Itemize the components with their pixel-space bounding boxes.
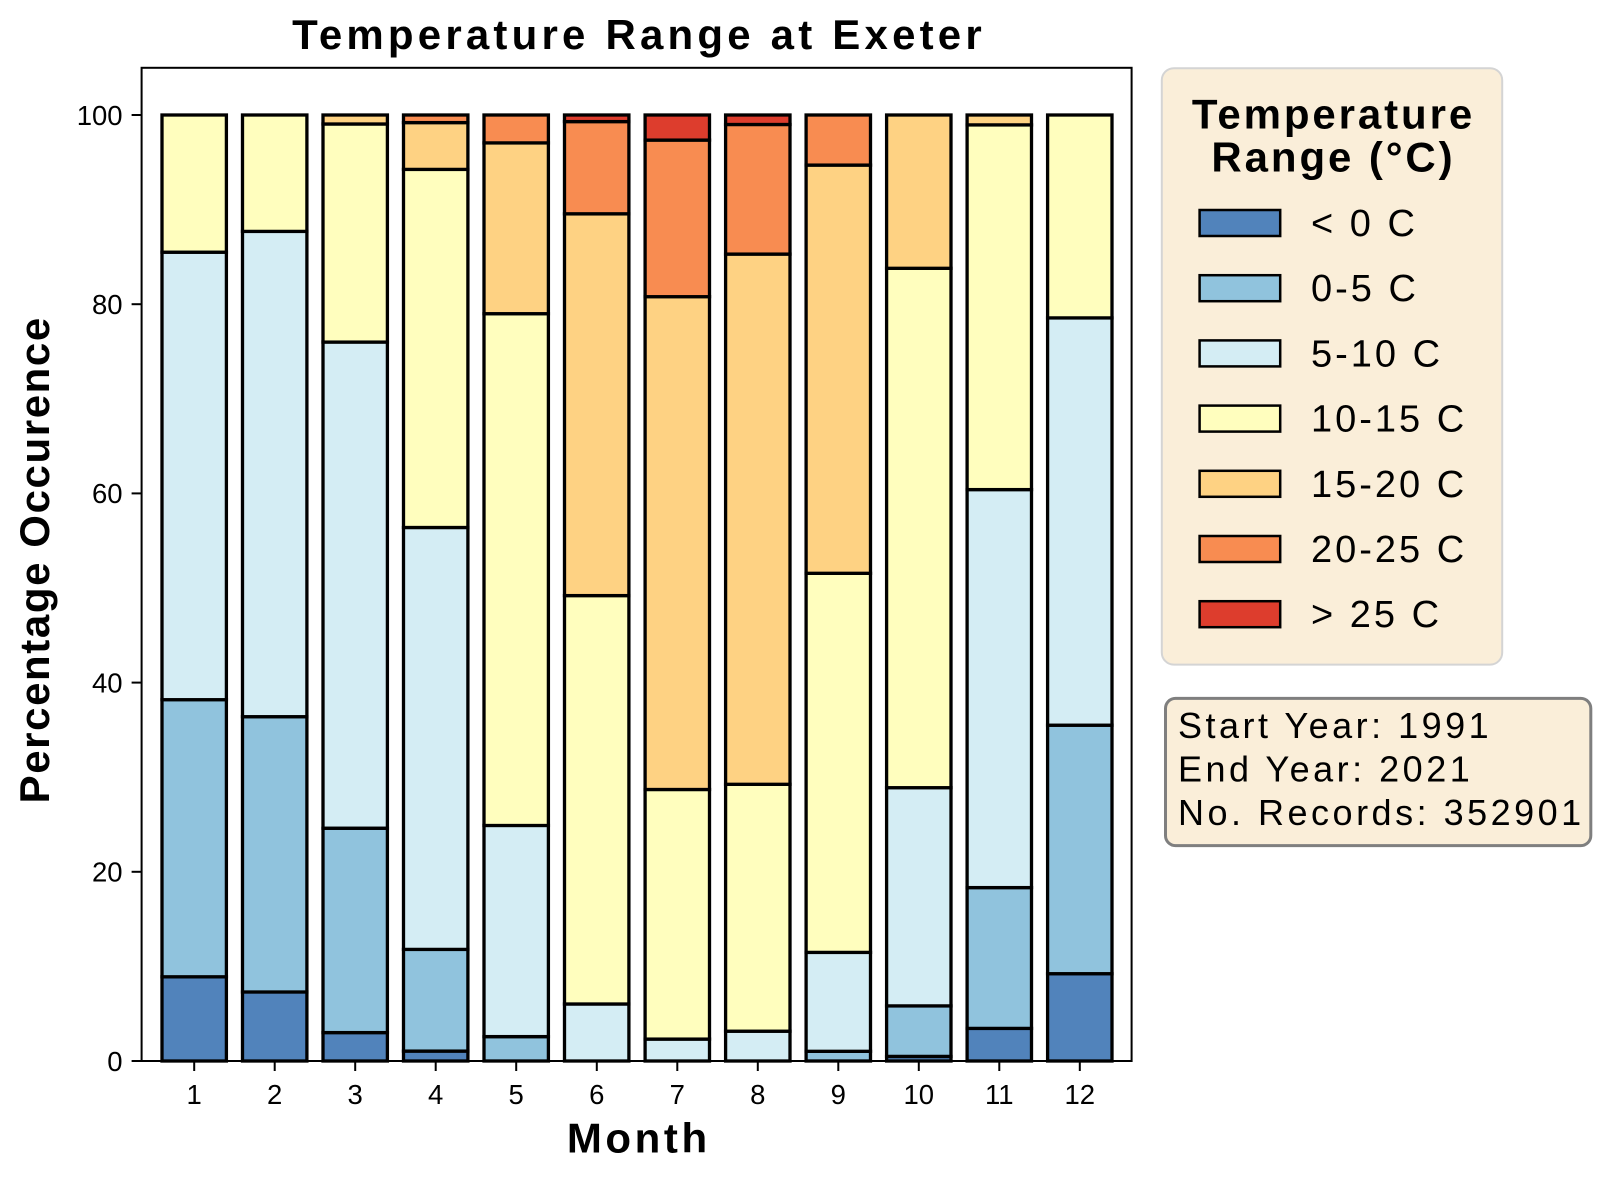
svg-text:Temperature: Temperature (1192, 91, 1475, 138)
svg-text:Temperature Range at Exeter: Temperature Range at Exeter (292, 11, 986, 58)
svg-text:Start Year: 1991: Start Year: 1991 (1178, 705, 1492, 746)
svg-text:80: 80 (92, 289, 123, 320)
svg-text:11: 11 (985, 1079, 1014, 1110)
svg-text:1: 1 (187, 1079, 202, 1110)
svg-text:20-25 C: 20-25 C (1311, 529, 1467, 571)
svg-text:Range (°C): Range (°C) (1211, 133, 1455, 180)
svg-text:End Year: 2021: End Year: 2021 (1178, 749, 1473, 790)
svg-text:10-15 C: 10-15 C (1311, 399, 1467, 441)
svg-text:9: 9 (831, 1079, 846, 1110)
svg-text:5-10 C: 5-10 C (1311, 333, 1443, 375)
svg-text:> 25 C: > 25 C (1311, 594, 1442, 636)
svg-text:Month: Month (567, 1115, 711, 1162)
svg-text:Percentage Occurence: Percentage Occurence (11, 316, 58, 803)
svg-text:0: 0 (107, 1046, 122, 1077)
svg-text:5: 5 (509, 1079, 524, 1110)
svg-text:60: 60 (92, 478, 123, 509)
svg-text:12: 12 (1065, 1079, 1096, 1110)
svg-text:40: 40 (92, 667, 123, 698)
svg-text:4: 4 (428, 1079, 443, 1110)
svg-text:10: 10 (904, 1079, 935, 1110)
svg-text:100: 100 (77, 100, 123, 131)
svg-text:6: 6 (589, 1079, 604, 1110)
svg-text:2: 2 (267, 1079, 282, 1110)
svg-text:15-20 C: 15-20 C (1311, 464, 1467, 506)
svg-text:0-5 C: 0-5 C (1311, 268, 1419, 310)
svg-text:20: 20 (92, 857, 123, 888)
svg-text:< 0 C: < 0 C (1311, 203, 1418, 245)
svg-text:8: 8 (750, 1079, 765, 1110)
svg-text:3: 3 (348, 1079, 363, 1110)
svg-text:No. Records: 352901: No. Records: 352901 (1178, 792, 1585, 833)
svg-text:7: 7 (670, 1079, 685, 1110)
